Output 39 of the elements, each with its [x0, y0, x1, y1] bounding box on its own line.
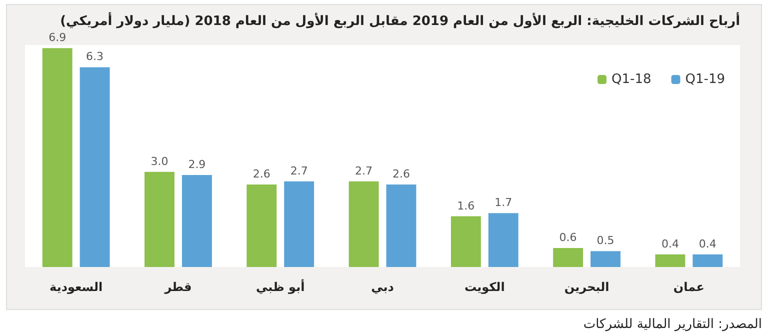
data-label: 6.9	[48, 31, 66, 44]
bar	[450, 216, 481, 267]
data-label: 2.7	[355, 164, 373, 178]
data-label: 6.3	[86, 50, 104, 64]
legend-label: Q1-18	[612, 72, 652, 87]
chart-title: أرباح الشركات الخليجية: الربع الأول من العام 2019 مقابل الربع الأول من العام 2018 (مليار دولار أمريكي)	[60, 12, 740, 29]
bar	[692, 254, 723, 267]
x-tick-label: أبو ظبي	[256, 279, 305, 294]
bar	[182, 175, 212, 267]
data-label: 0.4	[698, 237, 716, 250]
bar	[246, 184, 277, 267]
bar	[590, 251, 620, 267]
bar	[42, 48, 72, 267]
bar	[144, 172, 174, 267]
x-tick-label: عمان	[673, 280, 704, 294]
data-label: 0.6	[559, 230, 577, 244]
x-tick-label: الكويت	[464, 280, 505, 294]
data-label: 2.7	[290, 164, 308, 178]
bar	[284, 181, 314, 267]
data-label: 1.7	[494, 196, 512, 210]
x-tick-label: السعودية	[50, 280, 103, 294]
data-label: 1.6	[457, 199, 475, 212]
data-label: 2.9	[188, 158, 206, 172]
bar	[488, 213, 518, 267]
x-tick-label: قطر	[164, 280, 192, 294]
data-label: 3.0	[150, 154, 168, 168]
legend-label: Q1-19	[685, 72, 726, 87]
data-label: 2.6	[392, 168, 410, 181]
data-label: 0.4	[661, 237, 679, 250]
data-label: 0.5	[596, 234, 614, 248]
bar	[553, 248, 584, 267]
data-label: 2.6	[252, 168, 270, 181]
x-tick-label: دبي	[371, 280, 394, 294]
bar	[386, 184, 416, 267]
x-tick-label: البحرين	[564, 280, 610, 294]
bar	[80, 67, 110, 267]
text: المصدر: التقارير المالية للشركات	[583, 317, 762, 332]
bar	[655, 254, 686, 267]
bar	[348, 181, 379, 267]
